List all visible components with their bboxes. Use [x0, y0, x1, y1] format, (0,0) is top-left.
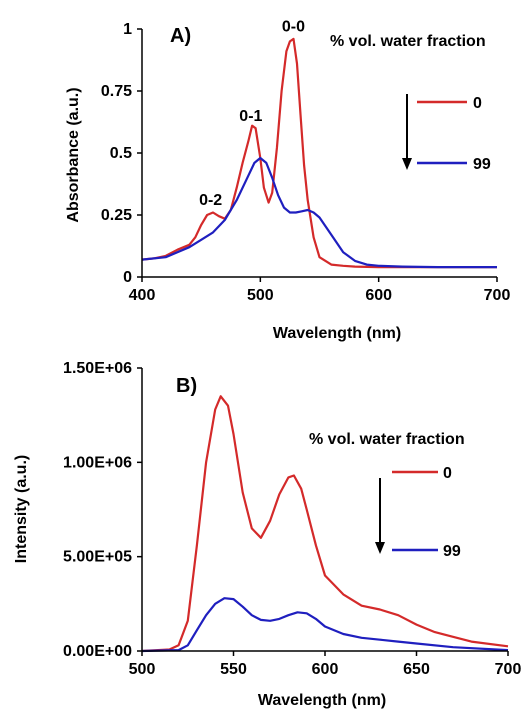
- panel-a-peak-annotation: 0-1: [239, 108, 262, 125]
- panel-a-peak-annotation: 0-0: [282, 18, 305, 35]
- panel-a-ticks: 0 0.25 0.5 0.75 1 400 500 600 700: [101, 21, 511, 304]
- panel-a-y-tick-label: 0: [123, 269, 132, 286]
- panel-b-legend-arrow: [375, 478, 385, 554]
- panel-a-x-axis-label: Wavelength (nm): [273, 325, 401, 342]
- panel-a-series-lines: [141, 37, 497, 269]
- panel-a-x-tick-label: 700: [484, 287, 511, 304]
- panel-a-y-tick-label: 0.75: [101, 83, 132, 100]
- panel-a-x-tick-label: 400: [129, 287, 156, 304]
- panel-b-y-tick-label: 0.00E+00: [63, 643, 132, 660]
- panel-b-series-line-0: [141, 395, 509, 653]
- panel-b-x-tick-label: 550: [220, 661, 247, 678]
- panel-b-intensity-chart: 0.00E+00 5.00E+05 1.00E+06 1.50E+06 500 550 60…: [13, 360, 521, 709]
- panel-b-y-tick-label: 1.00E+06: [63, 454, 132, 471]
- panel-a-y-tick-label: 1: [123, 21, 132, 38]
- panel-b-x-axis-label: Wavelength (nm): [258, 692, 386, 709]
- panel-a-series-line-0: [141, 37, 497, 269]
- panel-b-y-axis-label: Intensity (a.u.): [13, 455, 30, 563]
- panel-a-label: A): [170, 25, 191, 47]
- panel-a-legend-label-0: 0: [473, 95, 482, 112]
- panel-a-absorbance-chart: 0 0.25 0.5 0.75 1 400 500 600 700 A) Absorbance …: [65, 18, 510, 342]
- panel-a-x-tick-label: 600: [365, 287, 392, 304]
- panel-b-legend-label-0: 0: [443, 465, 452, 482]
- panel-a-y-tick-label: 0.25: [101, 207, 132, 224]
- panel-b-series-line-99: [141, 597, 509, 653]
- panel-a-y-tick-label: 0.5: [110, 145, 132, 162]
- panel-a-axes: [141, 29, 497, 278]
- panel-b-legend-title: % vol. water fraction: [309, 431, 465, 448]
- panel-b-series-lines: [141, 395, 509, 653]
- panel-b-y-tick-label: 1.50E+06: [63, 360, 132, 377]
- panel-a-series-line-99: [141, 156, 497, 269]
- panel-b-axes: [141, 368, 508, 652]
- panel-a-legend-label-99: 99: [473, 156, 491, 173]
- panel-a-peak-annotation: 0-2: [199, 192, 222, 209]
- panel-b-x-tick-label: 700: [495, 661, 522, 678]
- panel-a-y-axis-label: Absorbance (a.u.): [65, 87, 82, 222]
- panel-b-x-tick-label: 600: [312, 661, 339, 678]
- panel-b-x-tick-label: 650: [403, 661, 430, 678]
- panel-a-peak-annotations: 0-0 0-1 0-2: [199, 18, 305, 209]
- panel-a-legend-entry-99: 99: [417, 156, 491, 173]
- panel-b-y-tick-label: 5.00E+05: [63, 549, 132, 566]
- panel-a-legend-title: % vol. water fraction: [330, 33, 486, 50]
- panel-b-legend-label-99: 99: [443, 543, 461, 560]
- panel-b-label: B): [176, 375, 197, 397]
- panel-a-legend-entry-0: 0: [417, 95, 482, 112]
- panel-b-ticks: 0.00E+00 5.00E+05 1.00E+06 1.50E+06 500 550 60…: [63, 360, 521, 678]
- panel-a-x-tick-label: 500: [247, 287, 274, 304]
- panel-b-legend-entry-99: 99: [392, 543, 461, 560]
- panel-a-legend-arrow: [402, 94, 412, 170]
- panel-b-x-tick-label: 500: [129, 661, 156, 678]
- panel-b-legend-entry-0: 0: [392, 465, 452, 482]
